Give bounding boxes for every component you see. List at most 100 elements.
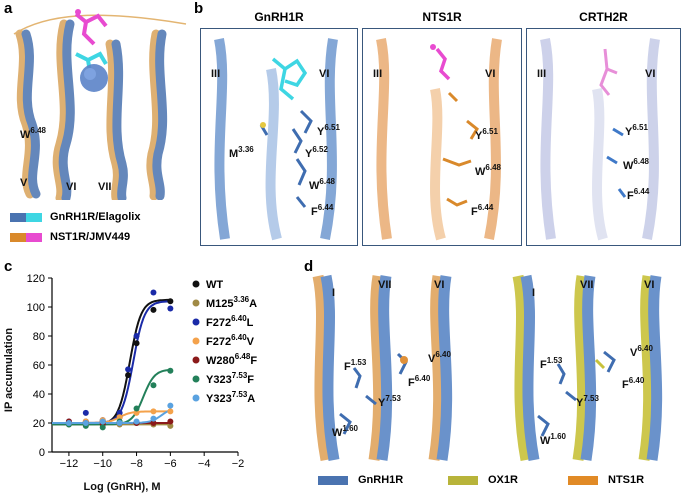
data-point — [150, 420, 157, 426]
helix-label: I — [332, 287, 335, 299]
x-tick-label: −10 — [93, 458, 112, 470]
panel-label-b: b — [194, 0, 204, 17]
legend-entry: F2726.40V — [206, 333, 255, 348]
helix-VI-label: VI — [66, 181, 76, 193]
panel-b-box-nts1r: III VI Y6.51 W6.48 F6.44 — [362, 28, 522, 246]
legend-swatch-nts1r — [568, 475, 598, 485]
y-tick-label: 80 — [33, 331, 45, 343]
chart-x-axis-label: Log (GnRH), M — [84, 481, 161, 493]
data-point — [82, 409, 89, 416]
panel-d-legend: GnRH1R OX1R NTS1R — [318, 474, 644, 486]
legend-swatch-gnrh1r — [318, 475, 348, 485]
residue-label: M3.36 — [229, 145, 254, 160]
helix-III-label: III — [211, 68, 220, 80]
x-tick-label: −4 — [198, 458, 211, 470]
helix-label: VII — [580, 279, 593, 291]
data-point — [167, 298, 174, 305]
legend-marker — [192, 394, 200, 402]
residue-label: W1.60 — [332, 424, 359, 439]
data-point — [133, 340, 140, 347]
series-curve — [52, 300, 171, 424]
data-point — [116, 414, 123, 421]
data-point — [133, 405, 140, 412]
helix-label: VI — [644, 279, 654, 291]
helix-VII-label: VII — [98, 181, 111, 193]
residue-label: V6.40 — [428, 350, 451, 365]
helix-label: VII — [378, 279, 391, 291]
data-point — [82, 420, 89, 426]
legend-entry: W2806.48F — [206, 352, 257, 367]
residue-w648-label: W6.48 — [20, 126, 47, 141]
legend-swatch — [10, 232, 26, 242]
legend-label-nts1r: NTS1R — [608, 474, 645, 486]
panel-label-a: a — [4, 0, 13, 17]
data-point — [150, 382, 157, 389]
panel-c-dose-response-chart: −12 −10 −8 −6 −4 −2 0 20 40 60 80 100 120 WT M1253.36… — [3, 273, 257, 493]
legend-marker — [192, 280, 200, 288]
legend-entry: Y3237.53A — [206, 390, 255, 405]
panel-b-box-crth2r: III VI Y6.51 W6.48 F6.44 — [526, 28, 681, 246]
legend-swatch — [10, 212, 26, 222]
chart-legend: WT M1253.36A F2726.40L F2726.40V W2806.48F Y3… — [192, 279, 257, 405]
data-point — [167, 305, 174, 312]
panel-a-structure: W6.48 V VI VII — [13, 9, 187, 200]
y-tick-label: 60 — [33, 360, 45, 372]
chart-axes: −12 −10 −8 −6 −4 −2 0 20 40 60 80 100 120 — [27, 273, 245, 470]
legend-swatch — [26, 232, 42, 242]
helix-III-label: III — [373, 68, 382, 80]
legend-label: NST1R/JMV449 — [50, 231, 131, 243]
x-tick-label: −8 — [130, 458, 143, 470]
data-point — [150, 408, 157, 415]
helix-III-label: III — [537, 68, 546, 80]
data-point — [150, 415, 157, 422]
helix-label: VI — [434, 279, 444, 291]
y-tick-label: 0 — [39, 447, 45, 459]
data-point — [167, 367, 174, 374]
x-tick-label: −12 — [60, 458, 79, 470]
legend-swatch-ox1r — [448, 475, 478, 485]
legend-marker — [192, 337, 200, 345]
panel-d-structures: I VII VI F1.53 V6.40 F6.40 Y7.53 W1.60 I… — [312, 274, 663, 461]
residue-label: W1.60 — [540, 432, 567, 447]
data-point — [99, 418, 106, 425]
panel-label-c: c — [4, 258, 13, 275]
data-point — [150, 306, 157, 313]
legend-label-ox1r: OX1R — [488, 474, 518, 486]
panel-label-d: d — [304, 258, 314, 275]
residue-label: F6.40 — [622, 376, 645, 391]
data-point — [125, 372, 132, 379]
data-point — [167, 402, 174, 409]
panel-b-title-crth2r: CRTH2R — [579, 10, 628, 24]
data-point — [116, 409, 123, 416]
legend-swatch — [26, 212, 42, 222]
legend-entry: WT — [206, 279, 223, 291]
residue-label: W6.48 — [309, 177, 336, 192]
data-point — [116, 420, 123, 426]
legend-marker — [192, 356, 200, 364]
residue-label: Y6.51 — [317, 123, 340, 138]
data-point — [167, 408, 174, 415]
panel-b-title-gnrh1r: GnRH1R — [254, 10, 304, 24]
helix-VI-label: VI — [485, 68, 495, 80]
data-point — [150, 289, 157, 296]
series-curve — [52, 298, 171, 426]
residue-label: W6.48 — [475, 163, 502, 178]
chart-y-axis-label: IP accumulation — [3, 328, 15, 412]
chart-curves — [52, 298, 171, 426]
legend-marker — [192, 318, 200, 326]
chart-points — [65, 289, 174, 431]
y-tick-label: 40 — [33, 389, 45, 401]
legend-entry: Y3237.53F — [206, 371, 254, 386]
residue-label: Y6.51 — [475, 127, 498, 142]
residue-label: Y6.52 — [305, 145, 328, 160]
helix-V-label: V — [20, 177, 28, 189]
y-tick-label: 20 — [33, 418, 45, 430]
helix-VI-label: VI — [645, 68, 655, 80]
legend-label-gnrh1r: GnRH1R — [358, 474, 404, 486]
residue-label: F6.44 — [311, 203, 334, 218]
y-tick-label: 120 — [27, 273, 45, 285]
residue-label: Y7.53 — [378, 394, 401, 409]
x-tick-label: −2 — [232, 458, 245, 470]
data-point — [125, 366, 132, 373]
residue-label: F6.44 — [627, 187, 650, 202]
